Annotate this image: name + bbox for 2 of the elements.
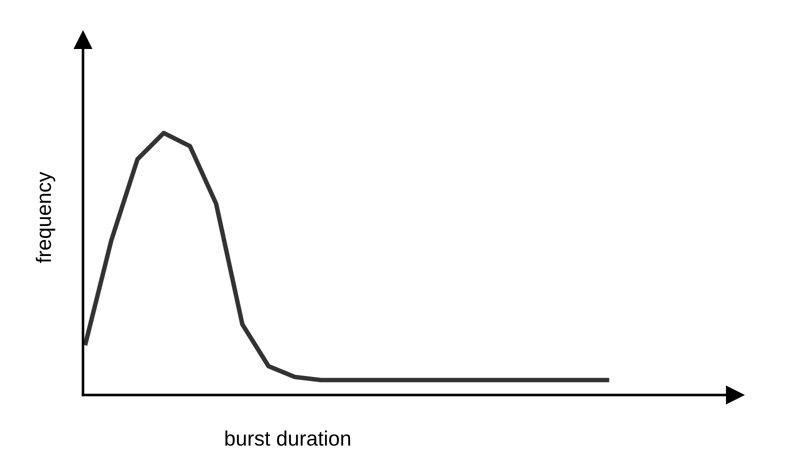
y-axis-title: frequency (36, 172, 56, 263)
x-axis-title: burst duration (225, 430, 350, 446)
